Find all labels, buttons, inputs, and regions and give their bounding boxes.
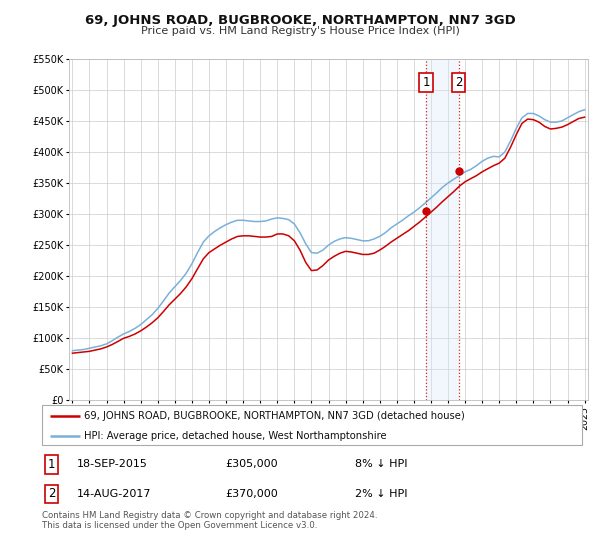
Text: 8% ↓ HPI: 8% ↓ HPI bbox=[355, 459, 408, 469]
Bar bbox=[426, 59, 458, 400]
Text: 2: 2 bbox=[455, 76, 463, 89]
Text: 2% ↓ HPI: 2% ↓ HPI bbox=[355, 489, 408, 499]
FancyBboxPatch shape bbox=[42, 405, 582, 445]
Text: Price paid vs. HM Land Registry's House Price Index (HPI): Price paid vs. HM Land Registry's House … bbox=[140, 26, 460, 36]
Text: 1: 1 bbox=[422, 76, 430, 89]
Text: 18-SEP-2015: 18-SEP-2015 bbox=[77, 459, 148, 469]
Text: 1: 1 bbox=[48, 458, 55, 471]
Text: 14-AUG-2017: 14-AUG-2017 bbox=[77, 489, 152, 499]
Text: £305,000: £305,000 bbox=[226, 459, 278, 469]
Text: 69, JOHNS ROAD, BUGBROOKE, NORTHAMPTON, NN7 3GD (detached house): 69, JOHNS ROAD, BUGBROOKE, NORTHAMPTON, … bbox=[84, 411, 465, 421]
Text: 2: 2 bbox=[48, 487, 55, 501]
Text: Contains HM Land Registry data © Crown copyright and database right 2024.
This d: Contains HM Land Registry data © Crown c… bbox=[42, 511, 377, 530]
Text: 69, JOHNS ROAD, BUGBROOKE, NORTHAMPTON, NN7 3GD: 69, JOHNS ROAD, BUGBROOKE, NORTHAMPTON, … bbox=[85, 14, 515, 27]
Text: £370,000: £370,000 bbox=[226, 489, 278, 499]
Text: HPI: Average price, detached house, West Northamptonshire: HPI: Average price, detached house, West… bbox=[84, 431, 387, 441]
